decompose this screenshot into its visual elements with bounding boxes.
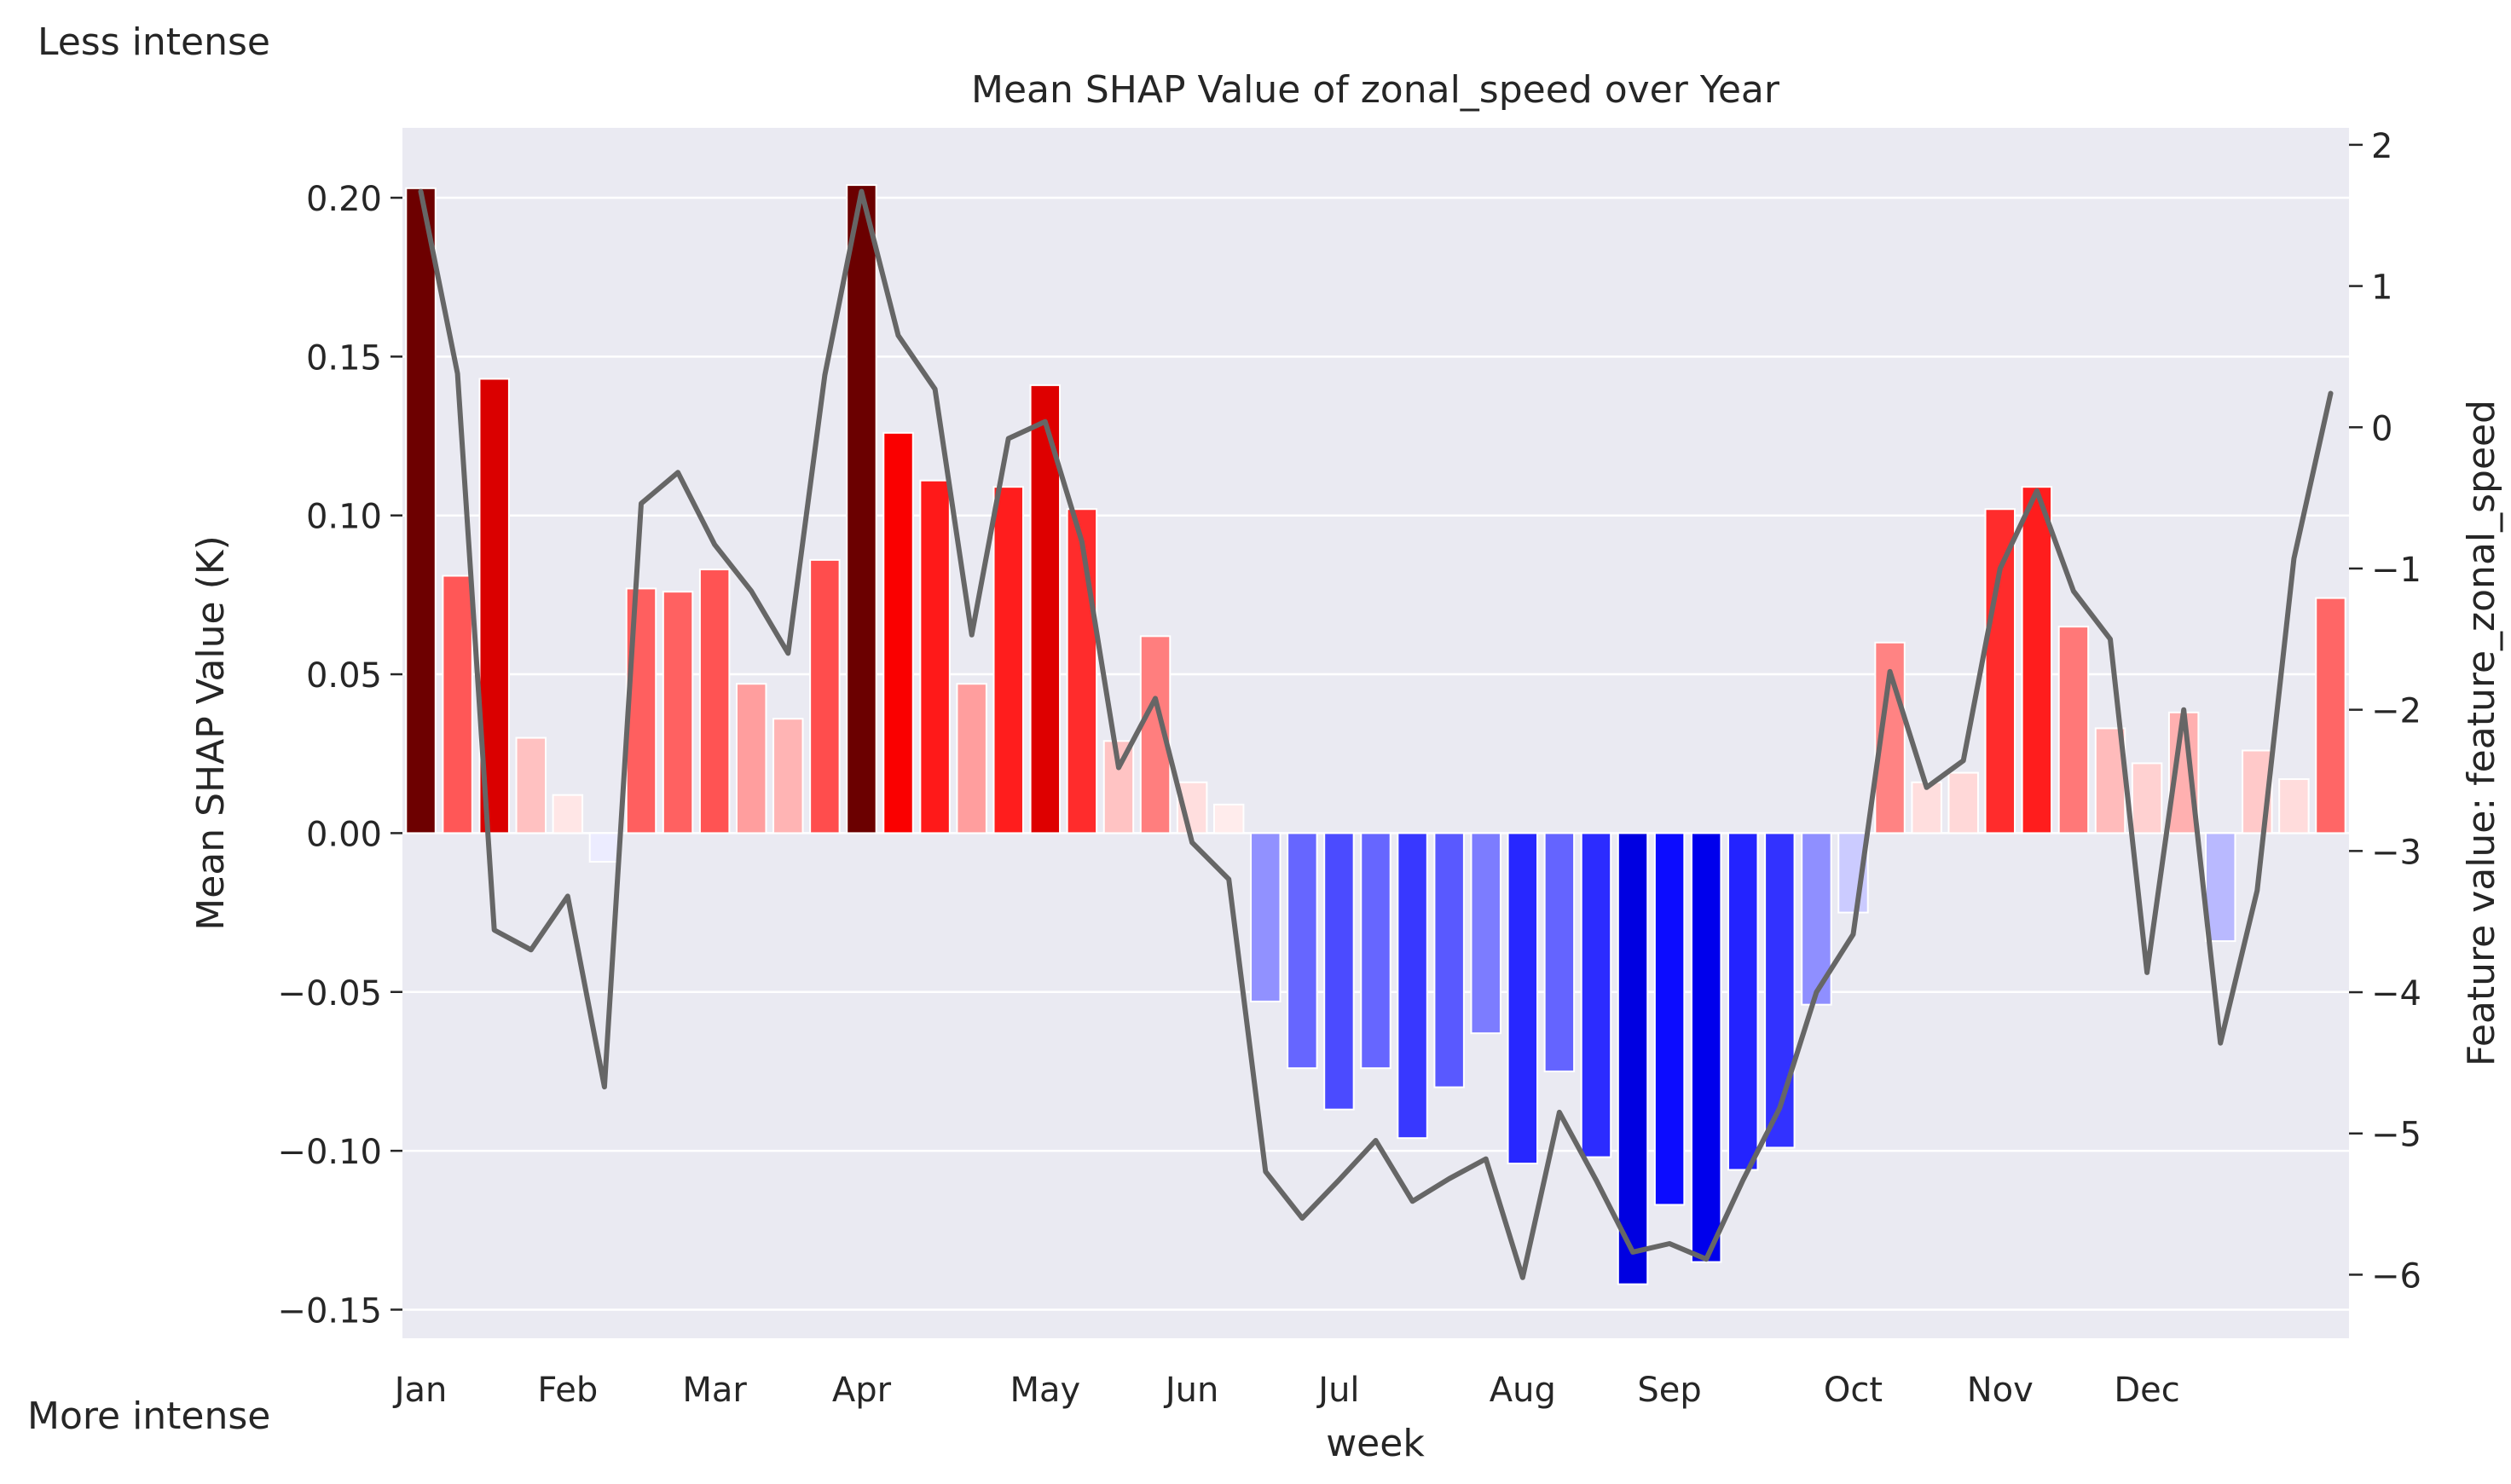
bar-week-16: [956, 683, 987, 834]
x-axis-label: week: [1326, 1422, 1425, 1465]
bar-week-23: [1212, 803, 1245, 834]
month-label: Apr: [832, 1371, 892, 1410]
bar-week-5: [552, 794, 584, 834]
bar-week-34: [1617, 832, 1649, 1285]
bar-week-52: [2278, 778, 2310, 834]
y-tick-label: 0.00: [306, 815, 382, 854]
bar-week-25: [1287, 832, 1318, 1070]
y-axis-label: Mean SHAP Value (K): [189, 535, 233, 931]
month-label: May: [1010, 1371, 1080, 1410]
bar-week-31: [1507, 832, 1539, 1165]
plot-area: [402, 128, 2349, 1338]
y2-tick-label: 0: [2371, 409, 2392, 448]
y2-tick-label: 2: [2371, 127, 2392, 166]
bar-week-6: [588, 832, 621, 863]
y-tick-label: 0.05: [306, 656, 382, 696]
more-intense-label: More intense: [27, 1394, 270, 1438]
bar-week-28: [1397, 832, 1428, 1140]
bar-week-15: [919, 479, 951, 834]
bar-week-8: [662, 591, 694, 834]
bar-week-11: [772, 718, 804, 834]
bar-week-13: [846, 184, 877, 834]
y-tick-label: −0.15: [277, 1291, 382, 1331]
y2-tick-label: −6: [2371, 1256, 2421, 1296]
bar-week-9: [698, 569, 731, 834]
feature-value-line: [418, 188, 2334, 1280]
month-label: Mar: [682, 1371, 747, 1410]
bar-week-30: [1470, 832, 1501, 1035]
bars: [405, 184, 2346, 1285]
y2-axis-label: Feature value: feature_zonal_speed: [2460, 400, 2503, 1066]
bar-week-35: [1653, 832, 1686, 1206]
y2-tick-label: −5: [2371, 1116, 2421, 1155]
bar-week-44: [1984, 508, 2016, 834]
x-axis-month-labels: Jan Feb Mar Apr May Jun Jul Aug Sep Oct Nov Dec: [392, 1371, 2180, 1410]
y2-tick-label: −3: [2371, 833, 2421, 872]
bar-week-48: [2131, 762, 2163, 834]
bar-week-46: [2057, 626, 2090, 834]
chart-title: Mean SHAP Value of zonal_speed over Year: [971, 68, 1780, 112]
y-axis-ticks: 0.20 0.15 0.10 0.05 0.00 −0.05 −0.10 −0.15: [277, 180, 402, 1331]
month-label: Nov: [1967, 1371, 2034, 1410]
bar-week-17: [992, 486, 1024, 834]
y2-tick-label: 1: [2371, 269, 2392, 308]
bar-week-27: [1360, 832, 1391, 1070]
month-label: Sep: [1637, 1371, 1701, 1410]
month-label: Dec: [2114, 1371, 2179, 1410]
y2-tick-label: −4: [2371, 974, 2421, 1013]
y-tick-label: 0.15: [306, 338, 382, 378]
bar-week-7: [625, 587, 657, 834]
bar-week-36: [1690, 832, 1722, 1263]
y2-tick-label: −1: [2371, 551, 2421, 590]
month-label: Aug: [1490, 1371, 1556, 1410]
bar-week-26: [1323, 832, 1355, 1111]
bar-week-12: [809, 558, 841, 834]
y-tick-label: −0.05: [277, 974, 382, 1013]
y-tick-label: 0.10: [306, 498, 382, 537]
month-label: Jan: [392, 1371, 448, 1410]
y-tick-label: 0.20: [306, 180, 382, 219]
bar-week-29: [1433, 832, 1465, 1088]
month-label: Oct: [1824, 1371, 1883, 1410]
bar-week-14: [882, 431, 914, 834]
bar-week-38: [1764, 832, 1796, 1149]
bar-week-45: [2021, 486, 2053, 834]
y2-axis-ticks: 2 1 0 −1 −2 −3 −4 −5 −6: [2349, 127, 2421, 1296]
y-tick-label: −0.10: [277, 1133, 382, 1172]
bar-week-1: [405, 187, 437, 834]
bar-week-33: [1580, 832, 1612, 1158]
bar-week-37: [1727, 832, 1759, 1171]
bar-week-24: [1250, 832, 1282, 1002]
bar-week-32: [1543, 832, 1576, 1072]
bar-week-19: [1066, 508, 1098, 834]
y2-tick-label: −2: [2371, 692, 2421, 731]
month-label: Feb: [537, 1371, 598, 1410]
bar-week-2: [442, 575, 473, 834]
bar-week-53: [2315, 597, 2346, 834]
month-label: Jun: [1163, 1371, 1219, 1410]
bar-week-10: [735, 683, 767, 834]
line-layer: [418, 188, 2334, 1280]
bar-week-43: [1947, 771, 1979, 834]
less-intense-label: Less intense: [38, 20, 270, 64]
bar-week-4: [515, 736, 547, 834]
bar-week-50: [2205, 832, 2236, 943]
month-label: Jul: [1316, 1371, 1359, 1410]
